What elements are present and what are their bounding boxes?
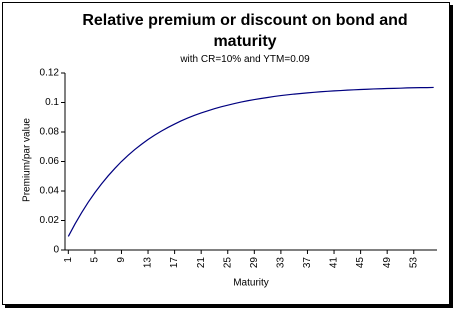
line-series: [67, 86, 434, 237]
y-tick-label: 0: [53, 245, 59, 256]
x-tick-label: 49: [382, 257, 393, 269]
x-tick-label: 41: [329, 257, 340, 269]
x-tick-label: 21: [196, 257, 207, 269]
y-tick-label: 0.08: [40, 127, 60, 138]
x-tick-label: 29: [249, 257, 260, 269]
x-tick-label: 9: [116, 257, 127, 263]
y-tick-label: 0.04: [40, 186, 60, 197]
y-tick-label: 0.06: [40, 156, 60, 167]
y-axis-label: Premium/par value: [22, 118, 33, 202]
chart-subtitle: with CR=10% and YTM=0.09: [180, 54, 310, 65]
x-tick-label: 53: [408, 257, 419, 269]
chart-title: Relative premium or discount on bond and…: [82, 12, 408, 50]
x-tick-label: 45: [355, 257, 366, 269]
x-tick-label: 13: [143, 257, 154, 269]
x-tick-label: 1: [63, 257, 74, 263]
x-tick-label: 33: [276, 257, 287, 269]
x-tick-label: 37: [302, 257, 313, 269]
x-tick-label: 5: [90, 257, 101, 263]
y-tick-label: 0.02: [40, 215, 60, 226]
x-tick-label: 17: [169, 257, 180, 269]
y-tick-label: 0.12: [40, 68, 60, 79]
chart-frame: [2, 2, 450, 305]
x-axis-label: Maturity: [233, 278, 269, 289]
x-tick-label: 25: [222, 257, 233, 269]
y-tick-label: 0.1: [45, 97, 59, 108]
